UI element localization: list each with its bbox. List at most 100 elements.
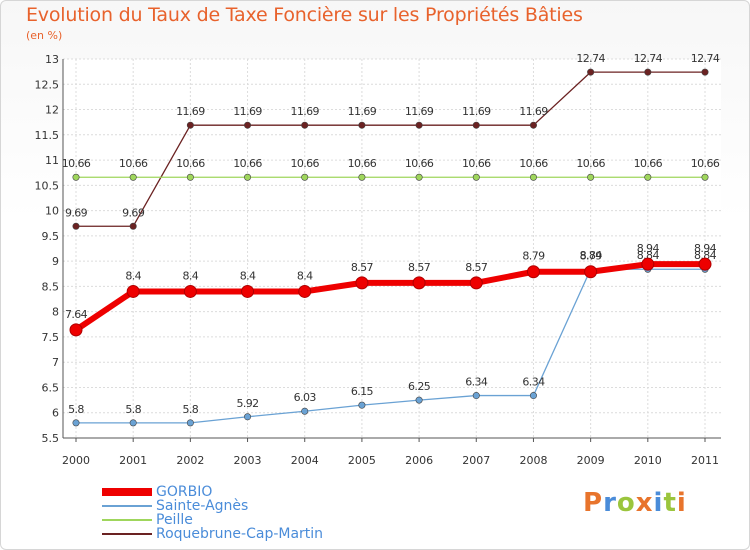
data-point-peille [529,173,537,181]
data-point-peille [472,173,480,181]
data-label-roquebrune-cap-martin: 9.69 [122,206,145,219]
data-point-peille [72,173,80,181]
data-point-peille [186,173,194,181]
data-point-sainte-agn-s [72,419,80,427]
data-label-sainte-agn-s: 6.34 [522,376,545,389]
data-point-sainte-agn-s [244,413,252,421]
x-tick-label: 2007 [462,454,490,467]
data-point-peille [129,173,137,181]
y-tick-label: 9.5 [42,230,60,243]
legend-swatch [102,519,152,521]
data-label-roquebrune-cap-martin: 11.69 [290,105,319,118]
x-tick-label: 2002 [176,454,204,467]
data-point-peille [701,173,709,181]
data-label-gorbio: 8.4 [183,269,199,282]
data-point-sainte-agn-s [529,392,537,400]
data-label-sainte-agn-s: 6.15 [351,385,374,398]
y-tick-label: 5.5 [42,432,60,445]
data-label-peille: 10.66 [176,157,205,170]
data-point-gorbio [526,265,540,279]
data-label-roquebrune-cap-martin: 11.69 [462,105,491,118]
data-point-gorbio [698,257,712,271]
data-point-gorbio [126,284,140,298]
data-label-gorbio: 8.57 [408,261,431,274]
data-point-roquebrune-cap-martin [244,121,252,129]
data-label-gorbio: 8.79 [522,250,545,263]
data-point-gorbio [69,323,83,337]
data-label-peille: 10.66 [62,157,91,170]
legend-swatch [102,533,152,535]
data-point-peille [644,173,652,181]
y-tick-label: 6 [52,407,59,420]
chart-title: Evolution du Taux de Taxe Foncière sur l… [26,4,583,26]
logo-letter: P [583,488,604,518]
data-point-sainte-agn-s [472,392,480,400]
data-point-gorbio [355,276,369,290]
data-label-peille: 10.66 [576,157,605,170]
data-point-gorbio [298,284,312,298]
y-tick-label: 11.5 [35,129,60,142]
y-tick-label: 10.5 [35,179,60,192]
x-tick-label: 2010 [634,454,662,467]
data-point-peille [244,173,252,181]
legend-label: Sainte-Agnès [156,498,249,514]
data-point-roquebrune-cap-martin [701,68,709,76]
legend-label: GORBIO [156,484,213,500]
x-tick-label: 2011 [691,454,719,467]
data-point-gorbio [641,257,655,271]
data-label-sainte-agn-s: 6.34 [465,376,488,389]
legend-swatch [102,505,152,507]
data-point-roquebrune-cap-martin [358,121,366,129]
data-label-roquebrune-cap-martin: 11.69 [233,105,262,118]
data-label-peille: 10.66 [405,157,434,170]
x-tick-label: 2003 [234,454,262,467]
data-point-roquebrune-cap-martin [415,121,423,129]
chart-legend: GORBIO Sainte-Agnès Peille Roquebrune-Cap-M… [102,485,323,541]
x-tick-label: 2009 [577,454,605,467]
logo-letter: r [603,488,617,518]
data-label-roquebrune-cap-martin: 11.69 [519,105,548,118]
y-tick-label: 12 [45,104,59,117]
data-point-sainte-agn-s [301,407,309,415]
series-line-gorbio [74,261,705,333]
data-label-sainte-agn-s: 8.84 [637,249,660,262]
data-point-roquebrune-cap-martin [587,68,595,76]
series-line-roquebrune-cap-martin [76,71,705,227]
data-label-sainte-agn-s: 5.8 [125,403,141,416]
data-label-gorbio: 8.94 [637,242,660,255]
y-tick-label: 13 [45,53,59,66]
data-point-peille [301,173,309,181]
data-label-roquebrune-cap-martin: 12.74 [634,52,663,65]
data-label-peille: 10.66 [462,157,491,170]
data-label-gorbio: 8.57 [465,261,488,274]
data-label-sainte-agn-s: 5.8 [68,403,84,416]
data-point-roquebrune-cap-martin [529,121,537,129]
data-label-sainte-agn-s: 8.84 [580,249,603,262]
data-point-gorbio [469,276,483,290]
x-tick-label: 2005 [348,454,376,467]
data-point-peille [358,173,366,181]
logo-letter: x [635,488,654,518]
data-label-peille: 10.66 [634,157,663,170]
data-point-gorbio [584,265,598,279]
data-label-sainte-agn-s: 5.8 [183,403,199,416]
y-tick-label: 6.5 [42,381,60,394]
data-point-gorbio [412,276,426,290]
plot-area [63,59,721,438]
data-point-sainte-agn-s [186,419,194,427]
y-tick-label: 7 [52,356,59,369]
data-label-gorbio: 8.79 [580,250,603,263]
data-label-peille: 10.66 [119,157,148,170]
data-point-gorbio [183,284,197,298]
x-tick-label: 2000 [62,454,90,467]
data-point-gorbio [241,284,255,298]
legend-item-peille: Peille [102,513,323,527]
data-label-roquebrune-cap-martin: 12.74 [576,52,605,65]
data-label-sainte-agn-s: 8.84 [694,249,717,262]
data-point-peille [587,173,595,181]
x-tick-label: 2006 [405,454,433,467]
data-label-peille: 10.66 [233,157,262,170]
y-tick-label: 9 [52,255,59,268]
legend-item-sainte-agn-s: Sainte-Agnès [102,499,323,513]
data-label-sainte-agn-s: 6.25 [408,380,431,393]
